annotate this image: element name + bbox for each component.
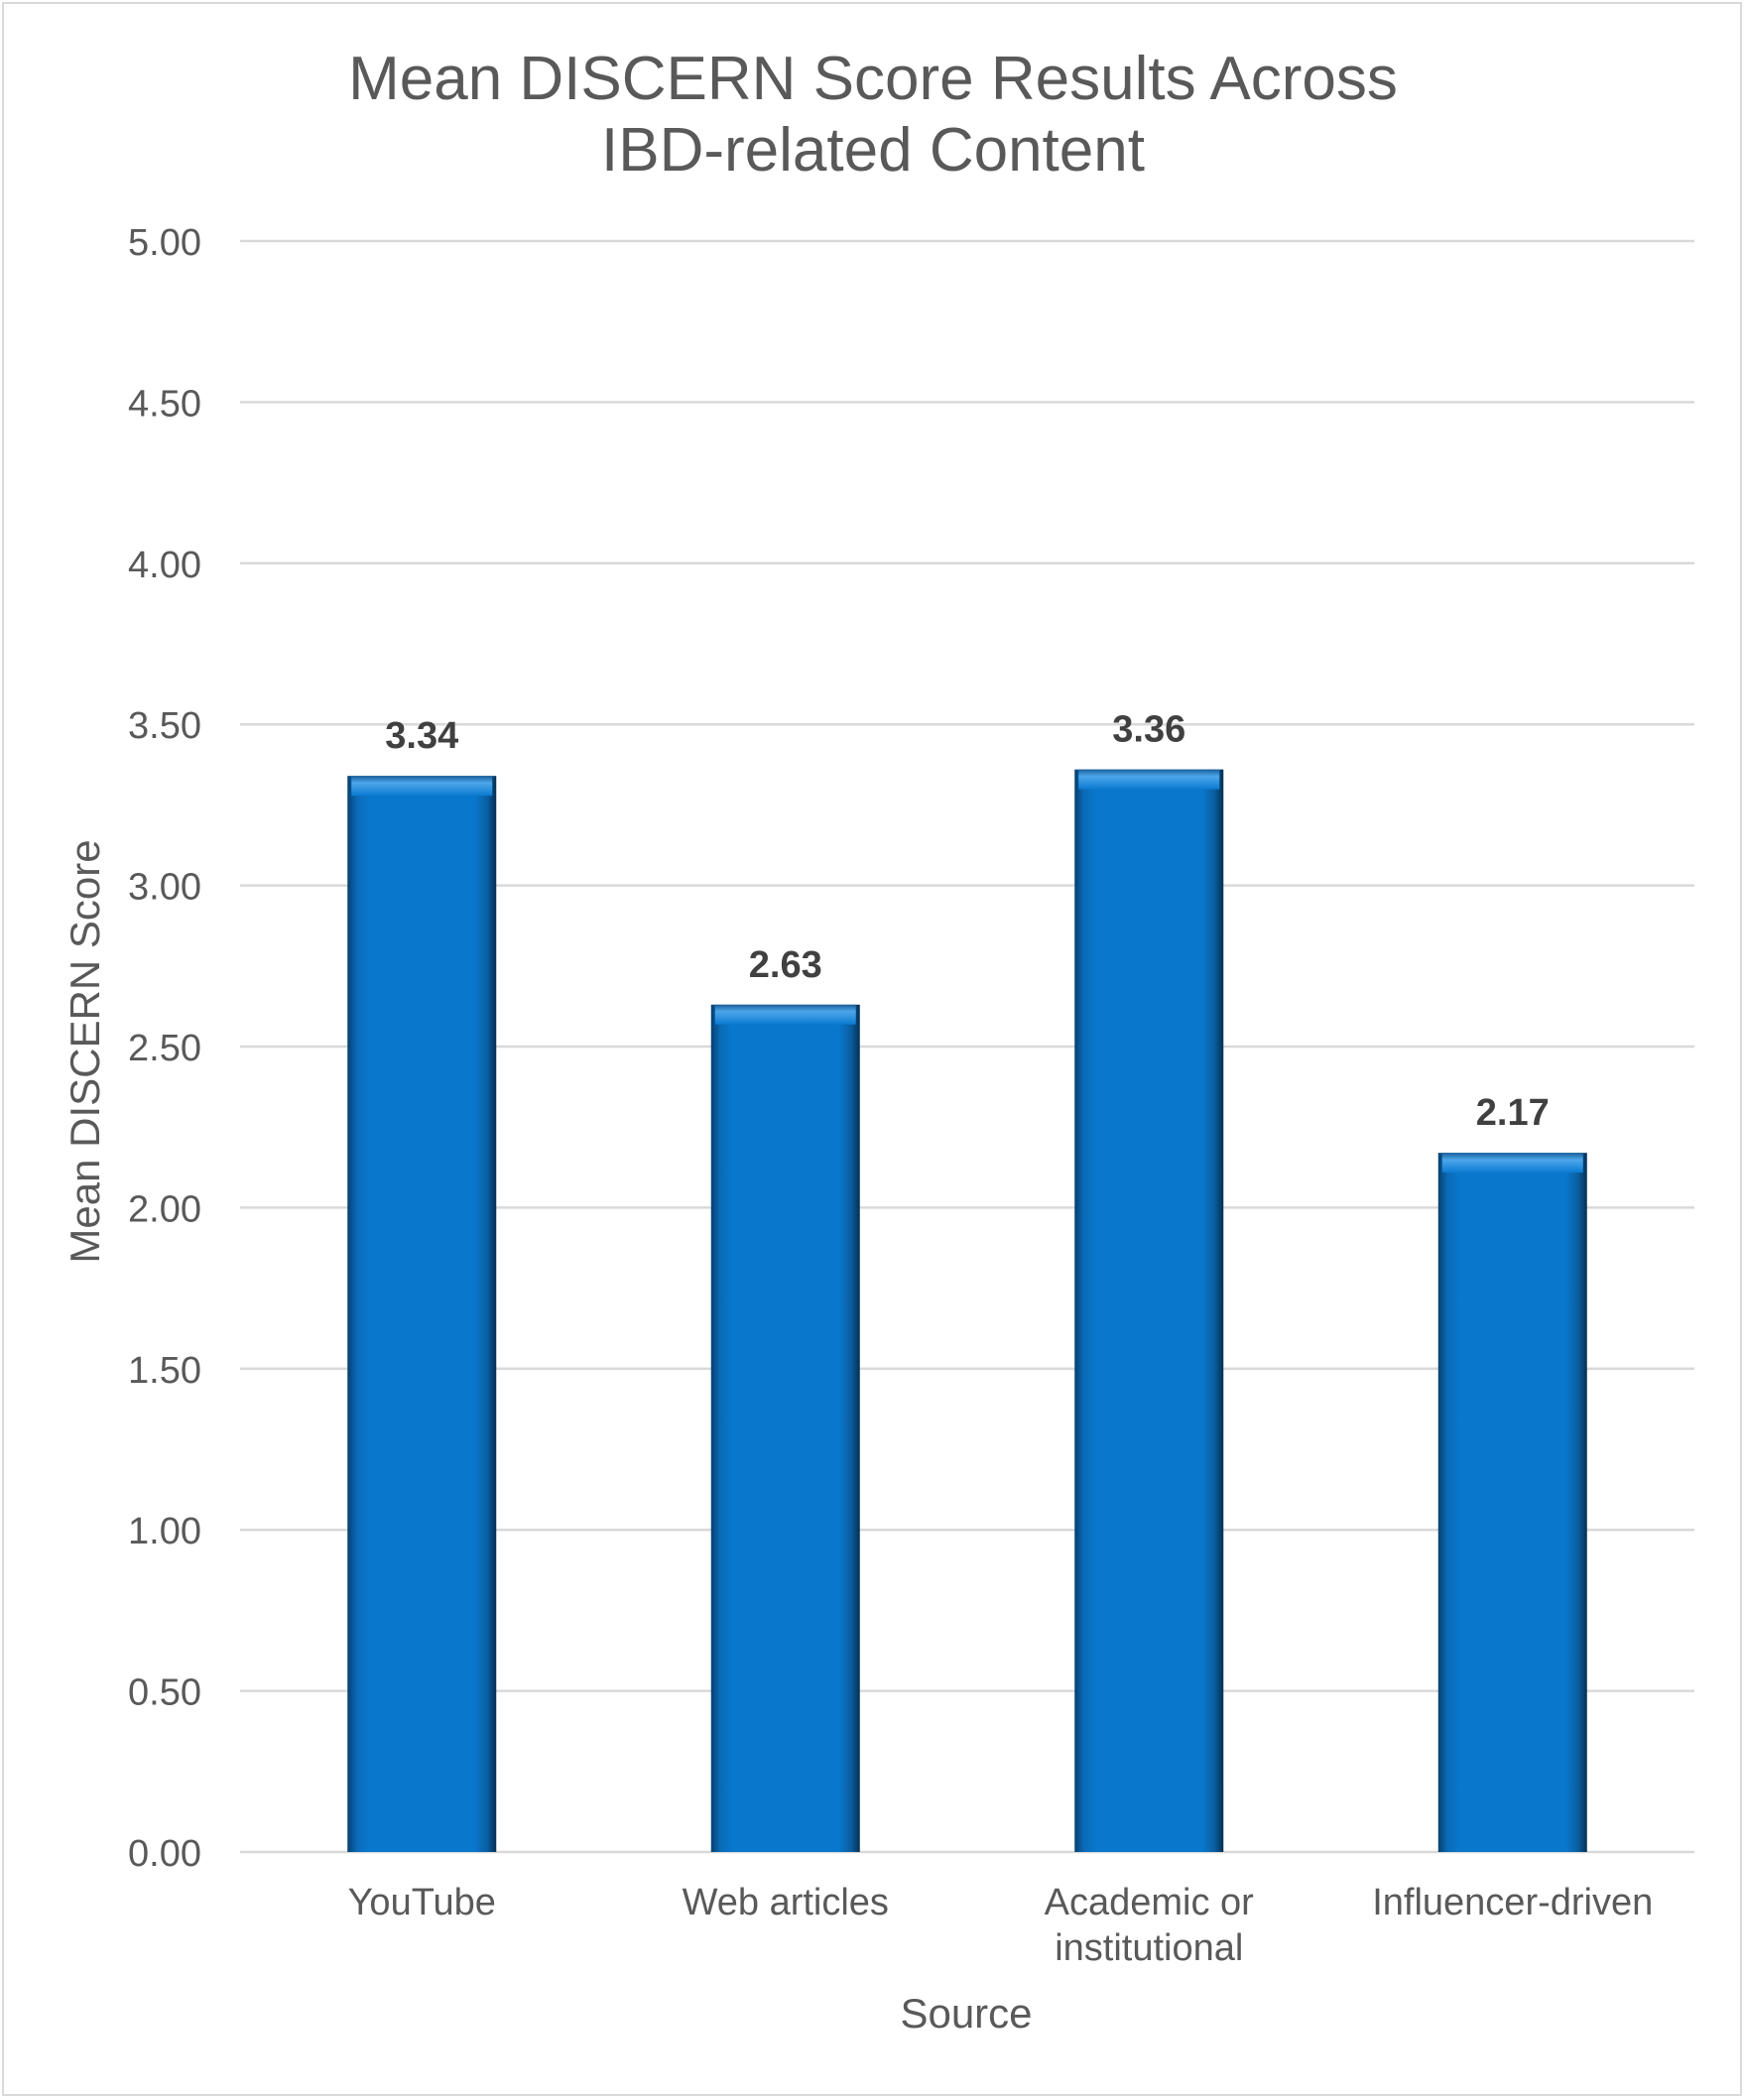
y-tick-label: 1.50 [128,1350,201,1392]
y-tick-label: 0.50 [128,1672,201,1714]
y-tick-label: 5.00 [128,222,201,264]
bar-bevel [1441,1153,1583,1174]
bar-body [347,776,497,1853]
bar-bevel [1078,769,1220,790]
y-tick-label: 1.00 [128,1511,201,1552]
data-label: 2.63 [749,944,822,986]
data-label: 2.17 [1476,1092,1550,1134]
bar-bevel [351,776,493,797]
bar-2 [1074,769,1224,1852]
x-tick-label: Academic or institutional [1045,1882,1255,1969]
bar-bevel [714,1004,856,1025]
y-tick-label: 2.00 [128,1188,201,1230]
x-tick-label: Influencer-driven [1372,1882,1653,1923]
data-label: 3.36 [1112,709,1185,751]
bar-0 [347,776,497,1853]
bar-1 [710,1004,860,1852]
y-axis-ticks: 0.00 0.50 1.00 1.50 2.00 2.50 3.00 3.50 4.00 4.50… [128,222,201,1875]
y-axis-title: Mean DISCERN Score [62,839,108,1263]
data-label: 3.34 [385,715,458,757]
data-labels: 3.34 2.63 3.36 2.17 [385,709,1549,1135]
bar-body [1074,769,1224,1852]
bar-body [1437,1153,1587,1852]
chart-title-line-1: Mean DISCERN Score Results Across [348,45,1398,113]
x-tick-label: Web articles [683,1882,889,1923]
bar-body [710,1004,860,1852]
bars [347,769,1587,1853]
x-axis-ticks: YouTube Web articles Academic or institutio… [348,1882,1654,1969]
y-tick-label: 3.50 [128,705,201,747]
y-tick-label: 4.50 [128,383,201,425]
chart-title-line-2: IBD-related Content [601,116,1145,185]
y-tick-label: 0.00 [128,1833,201,1875]
y-tick-label: 2.50 [128,1028,201,1069]
x-tick-label: YouTube [348,1882,496,1923]
y-tick-label: 3.00 [128,867,201,909]
y-tick-label: 4.00 [128,545,201,586]
bar-3 [1437,1153,1587,1852]
x-axis-title: Source [900,1990,1032,2037]
